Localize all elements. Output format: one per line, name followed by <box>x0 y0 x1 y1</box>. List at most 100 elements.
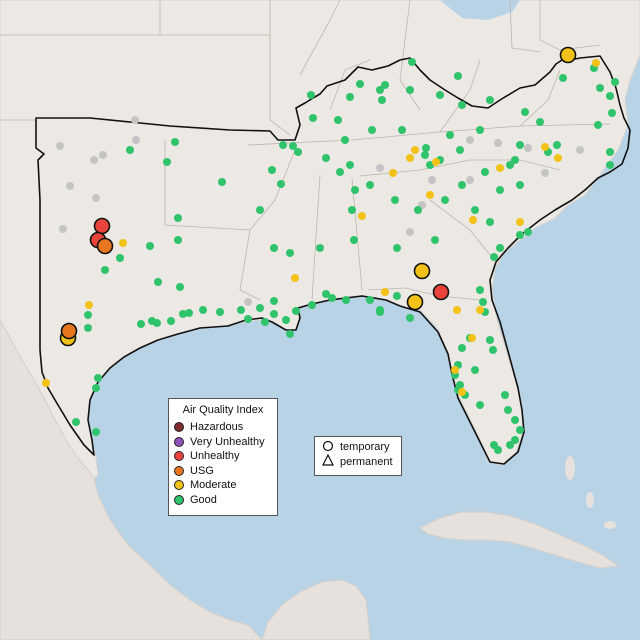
good-monitor[interactable] <box>322 154 330 162</box>
good-monitor[interactable] <box>456 146 464 154</box>
good-monitor[interactable] <box>606 92 614 100</box>
good-monitor[interactable] <box>458 181 466 189</box>
good-monitor[interactable] <box>294 148 302 156</box>
no-data-monitor[interactable] <box>99 151 107 159</box>
moderate-monitor[interactable] <box>432 158 440 166</box>
no-data-monitor[interactable] <box>132 136 140 144</box>
good-monitor[interactable] <box>346 161 354 169</box>
good-monitor[interactable] <box>391 196 399 204</box>
good-monitor[interactable] <box>368 126 376 134</box>
good-monitor[interactable] <box>261 318 269 326</box>
no-data-monitor[interactable] <box>524 144 532 152</box>
moderate-monitor[interactable] <box>468 334 476 342</box>
no-data-monitor[interactable] <box>376 164 384 172</box>
good-monitor[interactable] <box>366 181 374 189</box>
good-monitor[interactable] <box>366 296 374 304</box>
good-monitor[interactable] <box>174 236 182 244</box>
good-monitor[interactable] <box>458 344 466 352</box>
good-monitor[interactable] <box>506 161 514 169</box>
good-monitor[interactable] <box>237 306 245 314</box>
good-monitor[interactable] <box>84 324 92 332</box>
good-monitor[interactable] <box>436 91 444 99</box>
good-monitor[interactable] <box>476 286 484 294</box>
good-monitor[interactable] <box>471 366 479 374</box>
good-monitor[interactable] <box>486 96 494 104</box>
good-monitor[interactable] <box>516 426 524 434</box>
good-monitor[interactable] <box>496 186 504 194</box>
good-monitor[interactable] <box>506 441 514 449</box>
no-data-monitor[interactable] <box>576 146 584 154</box>
good-monitor[interactable] <box>101 266 109 274</box>
moderate-monitor[interactable] <box>42 379 50 387</box>
good-monitor[interactable] <box>289 142 297 150</box>
moderate-monitor[interactable] <box>291 274 299 282</box>
good-monitor[interactable] <box>393 292 401 300</box>
good-monitor[interactable] <box>486 336 494 344</box>
moderate-monitor[interactable] <box>453 306 461 314</box>
moderate-monitor[interactable] <box>119 239 127 247</box>
good-monitor[interactable] <box>84 311 92 319</box>
good-monitor[interactable] <box>511 436 519 444</box>
no-data-monitor[interactable] <box>428 176 436 184</box>
good-monitor[interactable] <box>72 418 80 426</box>
good-monitor[interactable] <box>244 315 252 323</box>
moderate-monitor[interactable] <box>451 366 459 374</box>
good-monitor[interactable] <box>154 278 162 286</box>
good-monitor[interactable] <box>167 317 175 325</box>
good-monitor[interactable] <box>282 316 290 324</box>
moderate-monitor[interactable] <box>592 59 600 67</box>
good-monitor[interactable] <box>476 126 484 134</box>
moderate-monitor[interactable] <box>85 301 93 309</box>
good-monitor[interactable] <box>376 306 384 314</box>
good-monitor[interactable] <box>116 254 124 262</box>
good-monitor[interactable] <box>476 401 484 409</box>
good-monitor[interactable] <box>92 428 100 436</box>
good-monitor[interactable] <box>307 91 315 99</box>
good-monitor[interactable] <box>218 178 226 186</box>
good-monitor[interactable] <box>559 74 567 82</box>
no-data-monitor[interactable] <box>59 225 67 233</box>
good-monitor[interactable] <box>308 301 316 309</box>
good-monitor[interactable] <box>536 118 544 126</box>
good-monitor[interactable] <box>279 141 287 149</box>
no-data-monitor[interactable] <box>90 156 98 164</box>
no-data-monitor[interactable] <box>541 169 549 177</box>
good-monitor[interactable] <box>94 374 102 382</box>
good-monitor[interactable] <box>524 228 532 236</box>
temporary-moderate-monitor[interactable] <box>559 46 577 64</box>
moderate-monitor[interactable] <box>516 218 524 226</box>
good-monitor[interactable] <box>334 116 342 124</box>
no-data-monitor[interactable] <box>56 142 64 150</box>
temporary-usg-monitor[interactable] <box>60 322 78 340</box>
good-monitor[interactable] <box>611 78 619 86</box>
good-monitor[interactable] <box>406 314 414 322</box>
good-monitor[interactable] <box>479 298 487 306</box>
good-monitor[interactable] <box>322 290 330 298</box>
good-monitor[interactable] <box>277 180 285 188</box>
good-monitor[interactable] <box>521 108 529 116</box>
good-monitor[interactable] <box>137 320 145 328</box>
temporary-unhealthy-monitor[interactable] <box>93 217 111 235</box>
good-monitor[interactable] <box>292 307 300 315</box>
temporary-usg-monitor[interactable] <box>96 237 114 255</box>
good-monitor[interactable] <box>496 244 504 252</box>
good-monitor[interactable] <box>286 330 294 338</box>
good-monitor[interactable] <box>398 126 406 134</box>
moderate-monitor[interactable] <box>381 288 389 296</box>
good-monitor[interactable] <box>328 294 336 302</box>
good-monitor[interactable] <box>381 81 389 89</box>
moderate-monitor[interactable] <box>476 306 484 314</box>
good-monitor[interactable] <box>256 304 264 312</box>
good-monitor[interactable] <box>471 206 479 214</box>
good-monitor[interactable] <box>270 310 278 318</box>
moderate-monitor[interactable] <box>358 212 366 220</box>
good-monitor[interactable] <box>490 441 498 449</box>
temporary-moderate-monitor[interactable] <box>406 293 424 311</box>
good-monitor[interactable] <box>422 144 430 152</box>
good-monitor[interactable] <box>174 214 182 222</box>
good-monitor[interactable] <box>606 161 614 169</box>
good-monitor[interactable] <box>179 310 187 318</box>
moderate-monitor[interactable] <box>469 216 477 224</box>
moderate-monitor[interactable] <box>406 154 414 162</box>
good-monitor[interactable] <box>516 181 524 189</box>
